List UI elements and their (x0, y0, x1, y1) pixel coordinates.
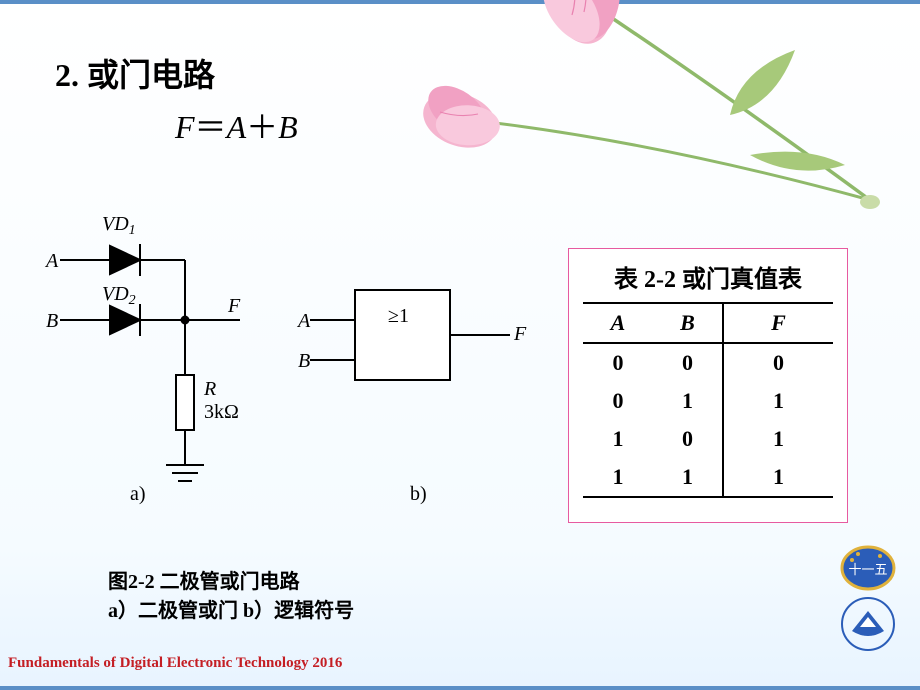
table-cell: 0 (583, 382, 653, 420)
gate-symbol: ≥1 (388, 305, 409, 327)
truth-table-title: 表 2-2 或门真值表 (583, 259, 833, 294)
gate-b: B (298, 350, 310, 372)
truth-table: 表 2-2 或门真值表 A B F 0 0 0 0 1 1 1 0 1 1 1 … (568, 248, 848, 523)
gate-f: F (513, 323, 527, 345)
caption-a: a） (108, 600, 138, 622)
table-header: A (583, 303, 653, 343)
table-cell: 0 (653, 343, 723, 382)
table-cell: 1 (653, 382, 723, 420)
caption-b: b） (243, 600, 274, 622)
equation-lhs: F (175, 109, 195, 145)
badge-icon-1: 十一五 (838, 544, 898, 592)
table-cell: 1 (723, 420, 833, 458)
table-cell: 0 (583, 343, 653, 382)
sublabel-a: a) (130, 483, 146, 505)
equation-a: A (227, 109, 247, 145)
figure-caption: 图2-2 二极管或门电路 a）二极管或门 b）逻辑符号 (108, 568, 354, 626)
section-title: 2. 或门电路 (55, 50, 215, 96)
equation-b: B (278, 109, 298, 145)
table-cell: 0 (653, 420, 723, 458)
svg-text:十一五: 十一五 (848, 562, 887, 577)
caption-a-text: 二极管或门 (138, 600, 243, 622)
label-a: A (44, 250, 59, 272)
table-cell: 0 (723, 343, 833, 382)
equation-equals: ＝ (195, 109, 227, 145)
badge-icon-2 (838, 597, 898, 652)
table-cell: 1 (583, 458, 653, 497)
table-cell: 1 (723, 458, 833, 497)
label-vd1: VD1 (102, 213, 136, 238)
gate-a: A (296, 310, 311, 332)
caption-figno: 图2-2 (108, 571, 155, 593)
label-vd2: VD2 (102, 283, 136, 308)
table-header: B (653, 303, 723, 343)
table-cell: 1 (583, 420, 653, 458)
table-cell: 1 (723, 382, 833, 420)
caption-figtext: 二极管或门电路 (155, 571, 300, 593)
circuit-figure: A VD1 B VD2 F R 3kΩ (40, 200, 540, 510)
label-r: R (203, 378, 216, 400)
table-cell: 1 (653, 458, 723, 497)
footer-text: Fundamentals of Digital Electronic Techn… (8, 655, 342, 672)
table-header: F (723, 303, 833, 343)
label-rval: 3kΩ (204, 401, 239, 423)
sublabel-b: b) (410, 483, 427, 505)
caption-b-text: 逻辑符号 (274, 600, 354, 622)
truth-table-grid: A B F 0 0 0 0 1 1 1 0 1 1 1 1 (583, 302, 833, 498)
label-b: B (46, 310, 58, 332)
boolean-equation: F＝A＋B (175, 102, 298, 148)
label-f: F (227, 295, 241, 317)
equation-plus: ＋ (246, 109, 278, 145)
